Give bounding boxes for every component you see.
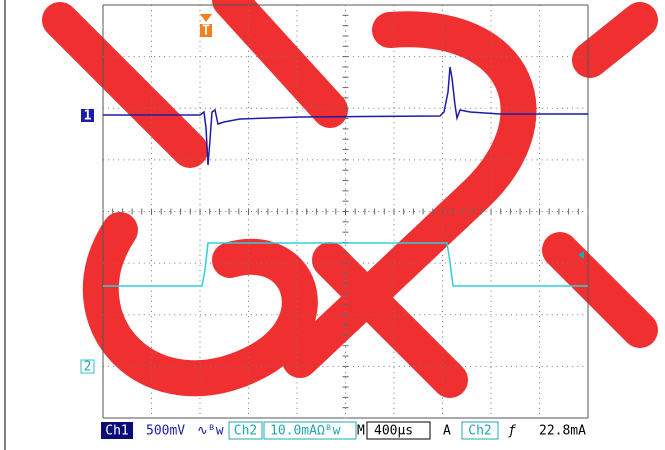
ch1-label-box — [101, 422, 133, 439]
trigger-marker-box — [200, 24, 212, 37]
ch2-label: Ch2 — [234, 424, 257, 439]
ch2-label-box — [228, 421, 263, 440]
ch1-waveform — [103, 66, 588, 166]
trigger-source: Ch2 — [468, 424, 491, 439]
ch2-marker: 2 — [84, 360, 92, 375]
trigger-source-box — [461, 421, 499, 440]
trigger-marker: T — [202, 24, 210, 39]
trigger-slope: ƒ — [508, 424, 516, 439]
trigger-level-arrow — [578, 251, 584, 259]
ch2-scale: 10.0mAΩᴮw — [270, 424, 341, 439]
trigger-level: 22.8mA — [539, 424, 586, 439]
ch1-coupling: ∿ᴮw — [197, 424, 224, 439]
timebase: 400µs — [374, 424, 413, 439]
watermark — [37, 0, 663, 403]
timebase-label: M — [357, 424, 365, 439]
ch2-marker-box — [80, 359, 95, 374]
timebase-box — [366, 421, 431, 440]
trigger-arrow — [200, 14, 212, 22]
graticule-overlay — [102, 4, 589, 419]
ch1-label: Ch1 — [105, 424, 128, 439]
ch1-marker-box — [81, 109, 94, 122]
ch2-scale-box — [263, 421, 357, 440]
ch1-scale: 500mV — [146, 424, 185, 439]
trigger-mode: A — [443, 424, 451, 439]
ch2-waveform — [103, 242, 588, 287]
ch1-marker: 1 — [84, 109, 92, 124]
